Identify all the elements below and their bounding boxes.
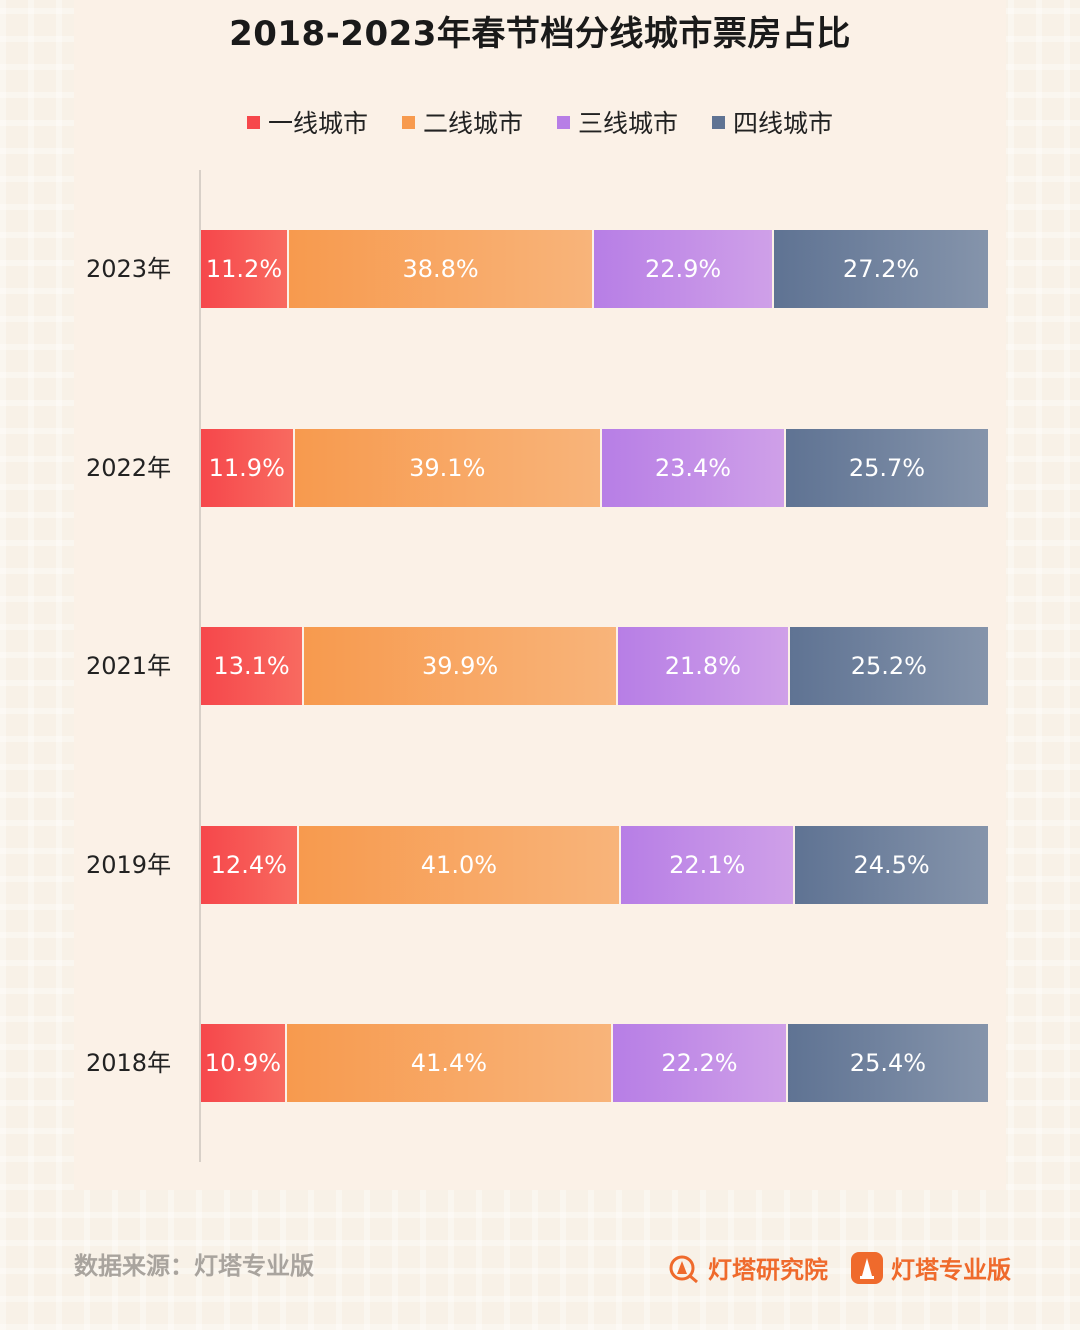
- bar-segment: 39.9%: [304, 627, 619, 705]
- chart-title: 2018-2023年春节档分线城市票房占比: [229, 14, 851, 54]
- data-label: 25.7%: [848, 453, 926, 482]
- legend-swatch: [401, 115, 415, 129]
- legend-swatch: [246, 115, 260, 129]
- y-tick-label: 2019年: [86, 850, 172, 879]
- brand-pro: 灯塔专业版: [851, 1250, 1011, 1285]
- legend-label: 四线城市: [733, 109, 834, 138]
- legend-label: 三线城市: [578, 109, 679, 138]
- chart-panel: [74, 0, 1006, 1190]
- y-tick-label: 2018年: [86, 1049, 172, 1077]
- bar-segment: 41.0%: [298, 825, 622, 904]
- data-label: 27.2%: [842, 255, 920, 283]
- bar-row: 11.2% 38.8% 22.9% 27.2%: [201, 230, 988, 308]
- bar-segment: 38.8%: [289, 230, 595, 308]
- data-label: 22.2%: [661, 1049, 738, 1077]
- data-label: 41.4%: [410, 1049, 488, 1077]
- lighthouse-research-icon: [668, 1252, 700, 1284]
- bar-segment: 11.9%: [201, 428, 295, 507]
- data-label: 22.1%: [669, 850, 746, 879]
- data-label: 11.2%: [205, 255, 283, 283]
- bar-segment: 23.4%: [601, 428, 786, 507]
- bar-segment: 13.1%: [201, 627, 305, 705]
- bar-segment: 39.1%: [294, 428, 602, 507]
- bar-segment: 22.1%: [621, 825, 796, 904]
- legend-label: 一线城市: [267, 109, 368, 138]
- data-label: 12.4%: [210, 850, 287, 879]
- legend-swatch: [557, 115, 570, 129]
- data-label: 23.4%: [654, 453, 732, 482]
- data-label: 21.8%: [664, 652, 741, 680]
- data-label: 22.9%: [644, 255, 722, 283]
- data-label: 24.5%: [853, 850, 930, 879]
- legend: 一线城市 二线城市 三线城市 四线城市: [0, 104, 1080, 140]
- y-tick-label: 2021年: [86, 652, 172, 680]
- bar-segment: 22.2%: [613, 1024, 788, 1102]
- brand-research: 灯塔研究院: [668, 1250, 828, 1285]
- legend-item: 三线城市: [557, 104, 678, 140]
- bar-row: 12.4% 41.0% 22.1% 24.5%: [201, 825, 988, 904]
- bar-segment: 12.4%: [201, 825, 299, 904]
- brand-pro-label: 灯塔专业版: [891, 1256, 1011, 1284]
- bar-segment: 27.2%: [774, 230, 988, 308]
- y-tick-label: 2022年: [86, 453, 172, 482]
- bar-segment: 24.5%: [795, 825, 988, 904]
- legend-label: 二线城市: [422, 109, 523, 138]
- bar-row: 13.1% 39.9% 21.8% 25.2%: [201, 627, 988, 705]
- bar-row: 10.9% 41.4% 22.2% 25.4%: [201, 1024, 988, 1102]
- bar-segment: 25.2%: [789, 627, 988, 705]
- bar-row: 11.9% 39.1% 23.4% 25.7%: [201, 428, 988, 507]
- data-label: 11.9%: [208, 453, 285, 482]
- bar-segment: 22.9%: [594, 230, 775, 308]
- data-label: 41.0%: [420, 850, 498, 879]
- data-label: 13.1%: [213, 652, 290, 680]
- data-label: 25.4%: [849, 1049, 927, 1077]
- y-tick-label: 2023年: [86, 255, 172, 283]
- data-label: 39.9%: [421, 652, 499, 680]
- bar-segment: 11.2%: [201, 230, 290, 308]
- bar-segment: 21.8%: [618, 627, 790, 705]
- bar-segment: 41.4%: [286, 1024, 613, 1102]
- bar-segment: 25.7%: [785, 428, 988, 507]
- legend-item: 一线城市: [246, 104, 368, 140]
- data-source: 数据来源：灯塔专业版: [74, 1252, 314, 1280]
- lighthouse-pro-icon: [851, 1251, 883, 1284]
- data-label: 38.8%: [402, 255, 479, 283]
- data-label: 10.9%: [204, 1049, 282, 1077]
- bar-segment: 10.9%: [201, 1024, 287, 1102]
- brand-research-label: 灯塔研究院: [708, 1256, 828, 1284]
- legend-item: 二线城市: [401, 104, 523, 140]
- bar-segment: 25.4%: [787, 1024, 988, 1102]
- data-label: 39.1%: [409, 453, 486, 482]
- y-axis-line: [199, 170, 201, 1162]
- legend-item: 四线城市: [712, 104, 833, 140]
- legend-swatch: [712, 115, 726, 129]
- data-label: 25.2%: [850, 652, 927, 680]
